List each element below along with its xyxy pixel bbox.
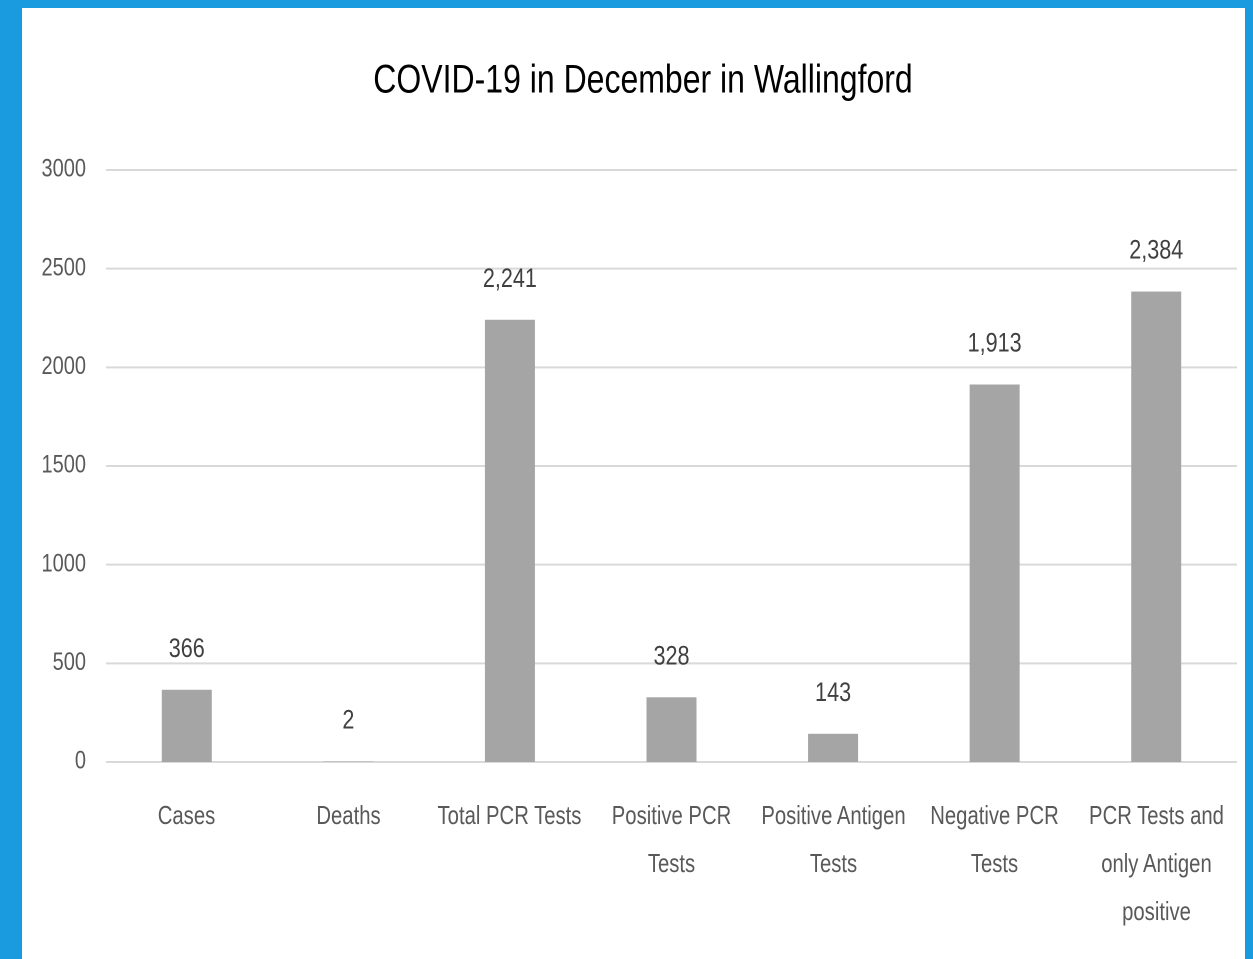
bar bbox=[161, 689, 212, 762]
value-label: 2,384 bbox=[1129, 235, 1183, 265]
bar bbox=[1131, 291, 1182, 762]
x-tick-label: Deaths bbox=[316, 800, 381, 830]
value-label: 1,913 bbox=[968, 328, 1022, 358]
bar bbox=[808, 733, 859, 762]
value-label: 143 bbox=[815, 678, 851, 708]
y-tick-label: 2500 bbox=[42, 253, 86, 281]
chart-title: COVID-19 in December in Wallingford bbox=[373, 56, 912, 101]
x-tick-label: Positive PCR Tests bbox=[611, 800, 732, 878]
x-tick-label: PCR Tests and only Antigen positive bbox=[1088, 800, 1224, 926]
y-tick-label: 2000 bbox=[42, 352, 86, 380]
bar bbox=[646, 697, 697, 762]
y-tick-label: 1500 bbox=[42, 451, 86, 479]
bar bbox=[969, 384, 1020, 762]
y-tick-label: 1000 bbox=[42, 549, 86, 577]
y-tick-label: 0 bbox=[75, 747, 86, 775]
x-tick-label: Positive Antigen Tests bbox=[760, 800, 906, 878]
y-tick-label: 500 bbox=[53, 648, 86, 676]
x-tick-label: Negative PCR Tests bbox=[930, 800, 1059, 878]
x-tick-label: Total PCR Tests bbox=[437, 800, 582, 830]
value-label: 2 bbox=[342, 706, 354, 736]
value-label: 366 bbox=[169, 634, 205, 664]
value-label: 2,241 bbox=[483, 264, 537, 294]
y-tick-label: 3000 bbox=[42, 155, 86, 183]
bar bbox=[484, 319, 535, 762]
value-label: 328 bbox=[653, 641, 689, 671]
chart-area bbox=[22, 8, 1245, 959]
x-tick-label: Cases bbox=[158, 800, 216, 830]
